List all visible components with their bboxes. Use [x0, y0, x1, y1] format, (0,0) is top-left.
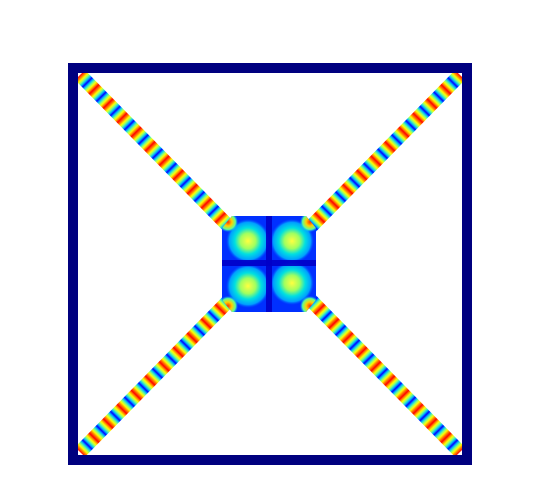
arm-top-right: [305, 70, 465, 232]
arm-bottom-right: [305, 295, 465, 457]
arm-bottom-left: [75, 295, 235, 457]
center-resonator: [222, 216, 316, 312]
arm-top-left: [75, 70, 235, 232]
diagonal-arms: [75, 70, 465, 457]
outer-frame: [68, 63, 472, 465]
